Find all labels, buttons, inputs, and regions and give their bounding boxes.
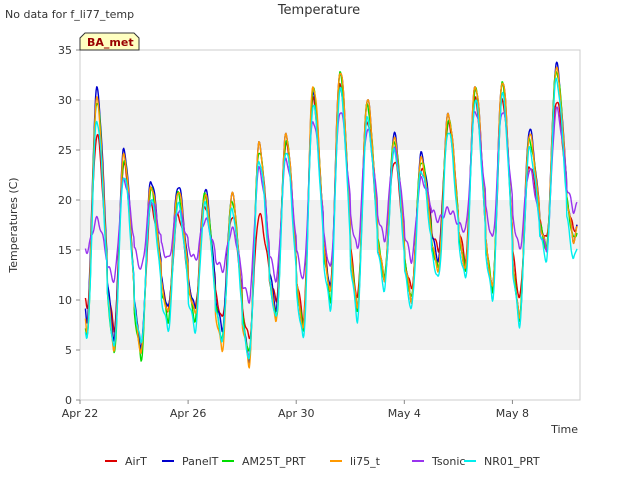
- grid-band: [80, 100, 580, 150]
- legend-label: PanelT: [182, 455, 219, 468]
- plot-frame: [79, 49, 581, 401]
- x-axis-label: Time: [550, 423, 578, 436]
- badge: BA_met: [79, 32, 140, 51]
- badge-label: BA_met: [87, 36, 134, 49]
- y-tick-label: 10: [58, 294, 72, 307]
- y-tick-label: 15: [58, 244, 72, 257]
- x-tick-label: Apr 30: [278, 407, 315, 420]
- legend-label: Tsonic: [431, 455, 465, 468]
- legend-label: AirT: [125, 455, 147, 468]
- series-line: [84, 77, 578, 360]
- y-tick-label: 0: [65, 394, 72, 407]
- y-axis: 0 5 10 15 20 25 30 35: [58, 44, 80, 407]
- legend: AirT PanelT AM25T_PRT li75_t Tsonic NR01_PRT: [105, 455, 540, 468]
- y-tick-label: 35: [58, 44, 72, 57]
- legend-label: AM25T_PRT: [242, 455, 306, 468]
- y-tick-label: 25: [58, 144, 72, 157]
- x-tick-label: Apr 26: [170, 407, 207, 420]
- x-tick-label: Apr 22: [62, 407, 99, 420]
- y-axis-label: Temperatures (C): [7, 177, 20, 273]
- y-tick-label: 30: [58, 94, 72, 107]
- series-lines: [84, 61, 578, 369]
- x-tick-label: May 8: [496, 407, 529, 420]
- badge-box: [79, 32, 140, 51]
- y-tick-label: 20: [58, 194, 72, 207]
- chart-title: Temperature: [277, 3, 360, 18]
- series-line: [84, 106, 578, 304]
- legend-label: li75_t: [350, 455, 381, 468]
- legend-label: NR01_PRT: [484, 455, 540, 468]
- y-tick-label: 5: [65, 344, 72, 357]
- no-data-note: No data for f_li77_temp: [5, 8, 134, 21]
- x-tick-label: May 4: [388, 407, 421, 420]
- x-axis: Apr 22 Apr 26 Apr 30 May 4 May 8: [62, 400, 529, 420]
